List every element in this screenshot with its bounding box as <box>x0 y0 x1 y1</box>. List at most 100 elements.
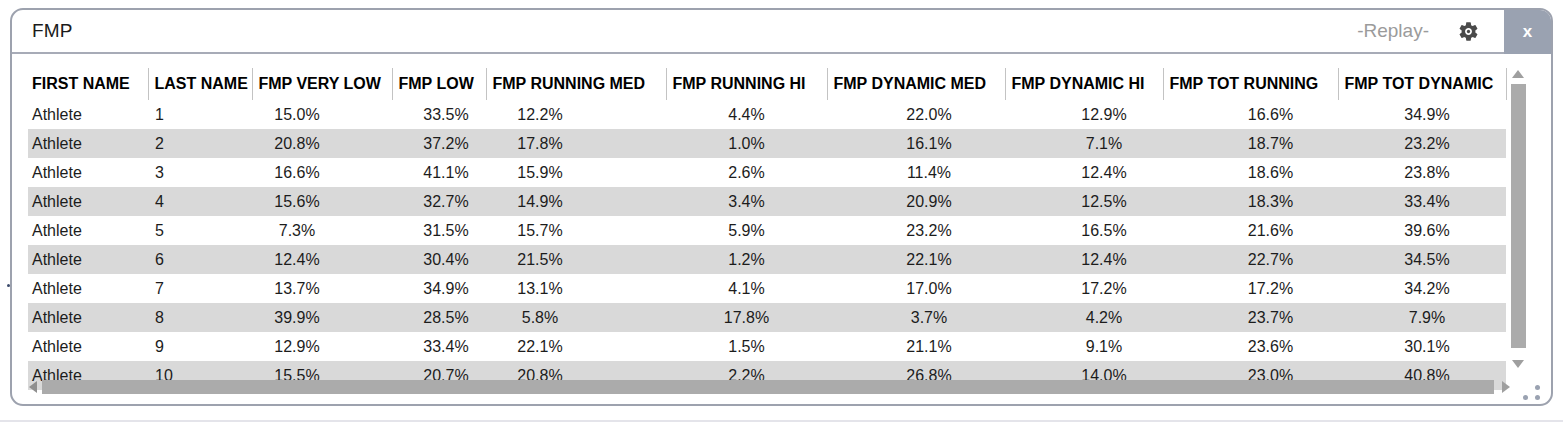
table-cell: 30.4% <box>392 245 486 274</box>
table-cell: 1 <box>148 100 252 129</box>
table-row[interactable]: Athlete115.0%33.5%12.2%4.4%22.0%12.9%16.… <box>28 100 1506 129</box>
table-cell: 14.9% <box>486 187 666 216</box>
table-cell: 20.8% <box>252 129 392 158</box>
table-cell: 31.5% <box>392 216 486 245</box>
table-cell: 4.2% <box>1005 303 1163 332</box>
table-cell: 2.6% <box>666 158 827 187</box>
scroll-right-icon[interactable] <box>1502 381 1510 393</box>
table-cell: 4 <box>148 187 252 216</box>
table-row[interactable]: Athlete415.6%32.7%14.9%3.4%20.9%12.5%18.… <box>28 187 1506 216</box>
scroll-left-icon[interactable] <box>29 381 37 393</box>
horizontal-scrollbar-thumb[interactable] <box>42 380 1494 394</box>
table-cell: 6 <box>148 245 252 274</box>
table-cell: 12.9% <box>252 332 392 361</box>
table-cell: 17.2% <box>1163 274 1338 303</box>
close-button[interactable]: x <box>1504 10 1551 54</box>
table-area: FIRST NAMELAST NAMEFMP VERY LOWFMP LOWFM… <box>12 56 1551 404</box>
table-cell: 12.2% <box>486 100 666 129</box>
column-header[interactable]: FMP VERY LOW <box>252 68 392 100</box>
table-cell: 7 <box>148 274 252 303</box>
table-cell: 23.2% <box>827 216 1005 245</box>
window-title: FMP <box>32 20 1357 42</box>
table-cell: Athlete <box>28 245 148 274</box>
table-cell: 21.6% <box>1163 216 1338 245</box>
table-cell: Athlete <box>28 303 148 332</box>
table-cell: 33.4% <box>392 332 486 361</box>
table-cell: 15.6% <box>252 187 392 216</box>
table-cell: 39.9% <box>252 303 392 332</box>
table-cell: 32.7% <box>392 187 486 216</box>
table-cell: Athlete <box>28 274 148 303</box>
gear-icon <box>1457 20 1480 43</box>
table-cell: 8 <box>148 303 252 332</box>
table-cell: 7.9% <box>1338 303 1506 332</box>
table-cell: 2 <box>148 129 252 158</box>
table-cell: Athlete <box>28 216 148 245</box>
table-cell: 11.4% <box>827 158 1005 187</box>
table-cell: 17.8% <box>486 129 666 158</box>
table-cell: 37.2% <box>392 129 486 158</box>
table-cell: 7.1% <box>1005 129 1163 158</box>
table-cell: 39.6% <box>1338 216 1506 245</box>
column-header[interactable]: LAST NAME <box>148 68 252 100</box>
column-header[interactable]: FMP TOT DYNAMIC <box>1338 68 1506 100</box>
vertical-scrollbar-thumb[interactable] <box>1511 84 1526 348</box>
column-header[interactable]: FIRST NAME <box>28 68 148 100</box>
table-row[interactable]: Athlete912.9%33.4%22.1%1.5%21.1%9.1%23.6… <box>28 332 1506 361</box>
table-cell: 5.8% <box>486 303 666 332</box>
horizontal-scrollbar[interactable] <box>28 378 1510 396</box>
table-cell: 5.9% <box>666 216 827 245</box>
table-row[interactable]: Athlete316.6%41.1%15.9%2.6%11.4%12.4%18.… <box>28 158 1506 187</box>
table-cell: 23.7% <box>1163 303 1338 332</box>
table-cell: 12.4% <box>1005 158 1163 187</box>
table-cell: 22.0% <box>827 100 1005 129</box>
table-cell: 33.5% <box>392 100 486 129</box>
table-cell: 13.7% <box>252 274 392 303</box>
table-cell: 16.6% <box>1163 100 1338 129</box>
table-cell: 7.3% <box>252 216 392 245</box>
table-row[interactable]: Athlete57.3%31.5%15.7%5.9%23.2%16.5%21.6… <box>28 216 1506 245</box>
table-row[interactable]: Athlete612.4%30.4%21.5%1.2%22.1%12.4%22.… <box>28 245 1506 274</box>
table-cell: 4.1% <box>666 274 827 303</box>
table-cell: 4.4% <box>666 100 827 129</box>
table-cell: 15.7% <box>486 216 666 245</box>
table-cell: Athlete <box>28 129 148 158</box>
table-cell: 15.9% <box>486 158 666 187</box>
table-cell: 23.2% <box>1338 129 1506 158</box>
table-row[interactable]: Athlete839.9%28.5%5.8%17.8%3.7%4.2%23.7%… <box>28 303 1506 332</box>
table-cell: 13.1% <box>486 274 666 303</box>
table-row[interactable]: Athlete713.7%34.9%13.1%4.1%17.0%17.2%17.… <box>28 274 1506 303</box>
table-cell: Athlete <box>28 187 148 216</box>
column-header[interactable]: FMP DYNAMIC MED <box>827 68 1005 100</box>
resize-grip[interactable] <box>1523 385 1540 400</box>
settings-button[interactable] <box>1455 18 1481 44</box>
table-row[interactable]: Athlete220.8%37.2%17.8%1.0%16.1%7.1%18.7… <box>28 129 1506 158</box>
table-cell: 34.5% <box>1338 245 1506 274</box>
cursor-dot <box>7 284 10 287</box>
table-cell: 9.1% <box>1005 332 1163 361</box>
column-header[interactable]: FMP RUNNING MED <box>486 68 666 100</box>
fmp-window: FMP -Replay- x FIRST NAMELAST NAMEFMP VE… <box>10 8 1553 406</box>
column-header[interactable]: FMP DYNAMIC HI <box>1005 68 1163 100</box>
column-header[interactable]: FMP RUNNING HI <box>666 68 827 100</box>
vertical-scrollbar[interactable] <box>1510 68 1527 370</box>
table-cell: 12.5% <box>1005 187 1163 216</box>
table-cell: 17.8% <box>666 303 827 332</box>
table-cell: 18.7% <box>1163 129 1338 158</box>
column-header[interactable]: FMP TOT RUNNING <box>1163 68 1338 100</box>
table-cell: 33.4% <box>1338 187 1506 216</box>
table-cell: 30.1% <box>1338 332 1506 361</box>
table-cell: 23.8% <box>1338 158 1506 187</box>
table-cell: 20.9% <box>827 187 1005 216</box>
table-cell: 1.0% <box>666 129 827 158</box>
column-header[interactable]: FMP LOW <box>392 68 486 100</box>
scroll-down-icon[interactable] <box>1512 360 1524 368</box>
table-cell: 3.4% <box>666 187 827 216</box>
replay-label: -Replay- <box>1357 20 1429 42</box>
scroll-up-icon[interactable] <box>1512 70 1524 78</box>
table-cell: 12.4% <box>252 245 392 274</box>
table-cell: 12.4% <box>1005 245 1163 274</box>
table-cell: 21.1% <box>827 332 1005 361</box>
table-cell: 5 <box>148 216 252 245</box>
table-cell: 3.7% <box>827 303 1005 332</box>
